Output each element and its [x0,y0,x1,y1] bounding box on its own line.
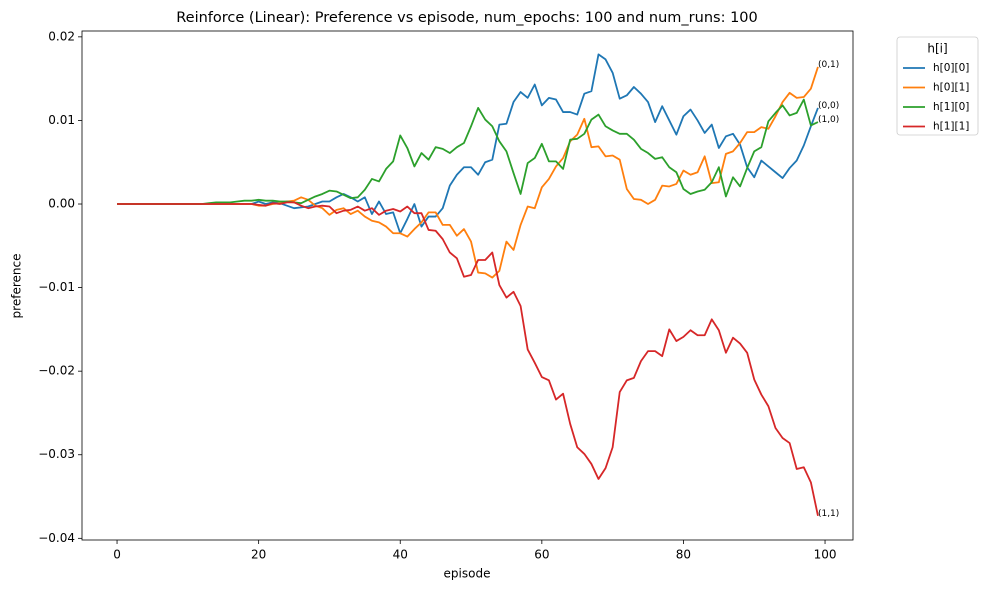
y-tick-label: 0.00 [48,197,75,211]
end-annotation: (0,0) [818,101,839,111]
legend-label: h[1][1] [933,121,969,133]
y-tick-label: −0.01 [38,280,75,294]
axes-frame [81,30,854,541]
chart-title: Reinforce (Linear): Preference vs episod… [176,10,758,26]
legend-label: h[1][0] [933,101,969,113]
y-tick-label: 0.01 [48,113,75,127]
x-tick-label: 0 [113,548,121,562]
x-tick-label: 40 [393,548,408,562]
x-tick-label: 20 [251,548,266,562]
y-axis-label: preference [10,254,24,319]
series-line [117,98,819,205]
y-tick-label: −0.04 [38,531,75,545]
x-axis-label: episode [444,567,491,581]
y-tick-label: −0.02 [38,364,75,378]
y-tick-label: −0.03 [38,447,75,461]
series-line [117,201,819,516]
legend-label: h[0][0] [933,62,969,74]
legend-box [896,36,979,136]
x-tick-label: 100 [814,548,837,562]
x-tick-label: 60 [534,548,549,562]
end-annotation: (0,1) [818,60,839,70]
end-annotation: (1,0) [818,115,839,125]
y-tick-label: 0.02 [48,29,75,43]
x-tick-label: 80 [676,548,691,562]
legend-title: h[i] [927,42,947,56]
end-annotation: (1,1) [818,509,839,519]
legend-label: h[0][1] [933,82,969,94]
